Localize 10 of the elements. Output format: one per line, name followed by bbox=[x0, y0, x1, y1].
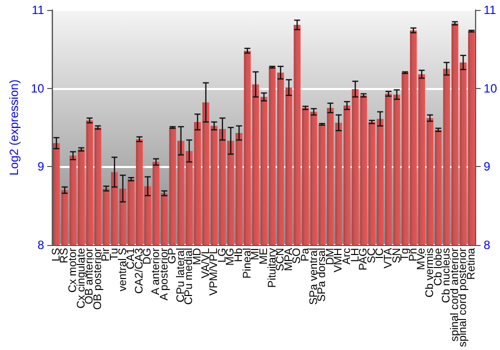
y-tick-label: 9 bbox=[38, 160, 45, 174]
y-tick-label: 8 bbox=[38, 238, 45, 252]
y2-tick-label: 8 bbox=[484, 238, 491, 252]
y2-tick-label: 9 bbox=[484, 160, 491, 174]
y-axis-title: Log2 (expression) bbox=[7, 79, 21, 176]
y2-tick-label: 11 bbox=[484, 3, 496, 17]
x-tick-label: Tg bbox=[399, 248, 412, 261]
y-tick-label: 11 bbox=[32, 3, 45, 17]
y-tick-label: 10 bbox=[30, 81, 45, 96]
y2-tick-label: 10 bbox=[484, 81, 498, 96]
